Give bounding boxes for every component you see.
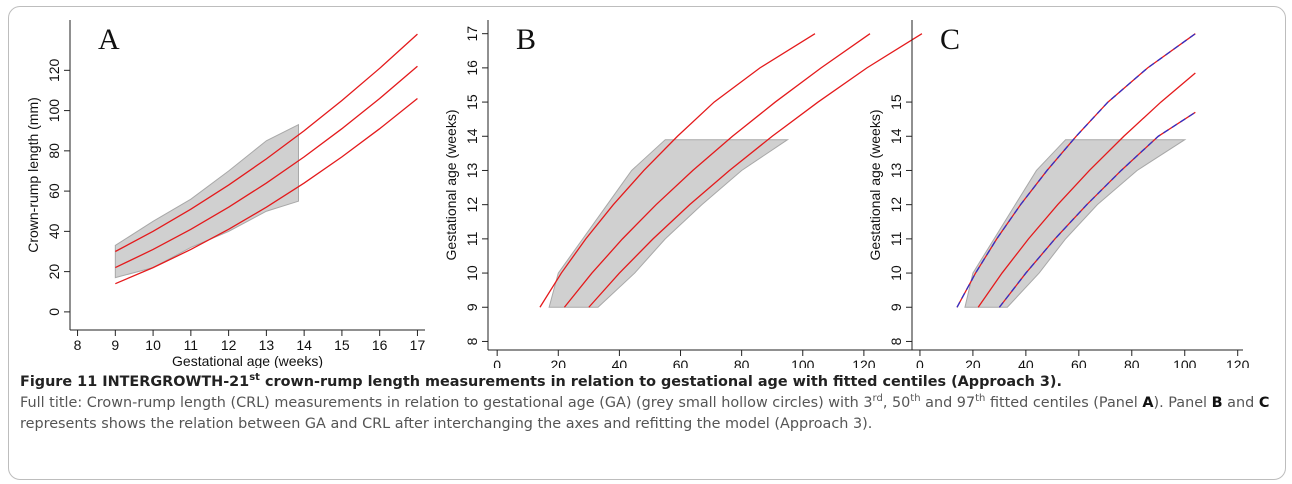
centile-line: [998, 111, 1196, 308]
x-tick-label: 17: [410, 337, 426, 353]
y-tick-label: 9: [464, 303, 480, 311]
x-tick-label: 10: [145, 337, 161, 353]
x-tick-label: 0: [916, 357, 924, 368]
y-tick-label: 40: [46, 223, 62, 239]
x-tick-label: 60: [673, 357, 689, 368]
x-tick-label: 100: [1173, 357, 1197, 368]
caption-run: B: [1211, 395, 1223, 411]
y-tick-label: 60: [46, 183, 62, 199]
caption-run: , 50: [882, 395, 911, 411]
chart: 8 9 10 11 12 13 14 15 16 17 0 20 40 60 80 100 120 Gestati…: [25, 20, 425, 368]
y-tick-label: 10: [464, 265, 480, 281]
centile-line: [539, 33, 816, 308]
centile-line: [115, 65, 418, 269]
y-tick-label: 100: [46, 99, 62, 123]
caption-body: Full title: Crown-rump length (CRL) meas…: [20, 393, 1278, 435]
y-tick-label: 17: [464, 26, 480, 42]
caption-run: Full title: Crown-rump length (CRL) meas…: [20, 395, 873, 411]
y-tick-label: 12: [464, 197, 480, 213]
y-tick-label: 80: [46, 143, 62, 159]
y-tick-label: 8: [888, 337, 904, 345]
x-tick-label: 60: [1071, 357, 1087, 368]
y-tick-label: 11: [464, 231, 480, 246]
centile-line: [115, 33, 418, 253]
y-axis-title: Gestational age (weeks): [867, 110, 883, 261]
x-tick-label: 14: [296, 337, 312, 353]
x-tick-label: 11: [184, 337, 199, 353]
x-tick-label: 120: [1226, 357, 1250, 368]
y-tick-label: 15: [464, 94, 480, 110]
y-tick-label: 11: [888, 231, 904, 246]
caption-run: A: [1142, 395, 1154, 411]
caption-run: and 97: [920, 395, 976, 411]
x-tick-label: 16: [372, 337, 388, 353]
y-tick-label: 13: [888, 162, 904, 178]
figure-charts: 8 9 10 11 12 13 14 15 16 17020406080100120Gestati…: [25, 20, 1250, 368]
x-tick-label: 40: [612, 357, 628, 368]
centile-line: [977, 72, 1196, 308]
x-tick-label: 13: [259, 337, 275, 353]
caption-run: represents shows the relation between GA…: [20, 416, 873, 432]
y-tick-label: 9: [888, 303, 904, 311]
caption-run: rd: [872, 393, 883, 405]
chart: 020406080100120891011121314151617Crown-r…: [443, 20, 925, 368]
caption: Figure 11 INTERGROWTH-21st crown-rump le…: [20, 372, 1278, 435]
centile-line: [563, 33, 871, 308]
observation-cloud: [964, 139, 1187, 308]
caption-run: Figure 11 INTERGROWTH-21: [20, 374, 250, 390]
panel-label: A: [98, 23, 120, 56]
x-tick-label: 100: [791, 357, 815, 368]
x-axis-title: Gestational age (weeks): [172, 353, 323, 368]
x-tick-label: 80: [734, 357, 750, 368]
x-tick-label: 20: [550, 357, 566, 368]
x-tick-label: 15: [334, 337, 350, 353]
centile-line: [588, 33, 923, 308]
y-axis-title: Crown-rump length (mm): [25, 97, 41, 253]
caption-run: and: [1222, 395, 1259, 411]
y-tick-label: 16: [464, 60, 480, 76]
y-tick-label: 0: [46, 308, 62, 316]
x-tick-label: 8: [74, 337, 82, 353]
y-tick-label: 12: [888, 197, 904, 213]
caption-run: C: [1258, 395, 1270, 411]
caption-run: th: [975, 393, 986, 405]
x-tick-label: 20: [965, 357, 981, 368]
panel-label: B: [516, 23, 536, 56]
centile-line: [956, 33, 1196, 308]
figure-frame: [8, 6, 1286, 480]
x-tick-label: 12: [221, 337, 237, 353]
y-tick-label: 14: [464, 128, 480, 144]
y-tick-label: 13: [464, 162, 480, 178]
x-tick-label: 9: [111, 337, 119, 353]
x-tick-label: 0: [493, 357, 501, 368]
observation-cloud: [548, 139, 790, 308]
caption-title: Figure 11 INTERGROWTH-21st crown-rump le…: [20, 372, 1278, 393]
y-tick-label: 20: [46, 264, 62, 280]
centile-line: [115, 97, 418, 285]
y-tick-label: 15: [888, 94, 904, 110]
caption-run: th: [910, 393, 921, 405]
observation-cloud: [114, 123, 299, 279]
x-tick-label: 40: [1018, 357, 1034, 368]
y-axis-title: Gestational age (weeks): [443, 110, 459, 261]
caption-run: crown-rump length measurements in relati…: [259, 374, 1062, 390]
x-tick-label: 80: [1124, 357, 1140, 368]
caption-run: fitted centiles (Panel: [985, 395, 1143, 411]
y-tick-label: 120: [46, 58, 62, 82]
caption-run: st: [249, 372, 260, 384]
y-tick-label: 14: [888, 128, 904, 144]
y-tick-label: 8: [464, 337, 480, 345]
y-tick-label: 10: [888, 265, 904, 281]
panel-label: C: [940, 23, 960, 56]
chart: 02040608010012089101112131415Crown-rump …: [867, 20, 1250, 368]
caption-run: ). Panel: [1153, 395, 1212, 411]
x-tick-label: 120: [852, 357, 876, 368]
